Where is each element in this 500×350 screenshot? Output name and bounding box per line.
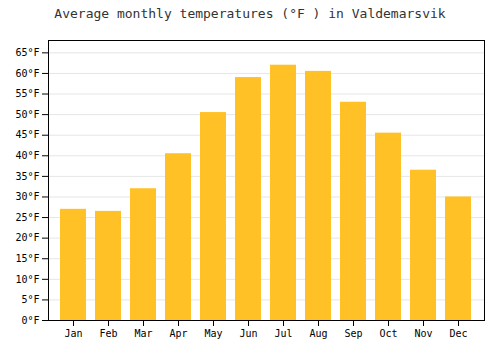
svg-text:5°F: 5°F bbox=[21, 294, 39, 305]
svg-text:May: May bbox=[204, 328, 222, 339]
svg-text:65°F: 65°F bbox=[15, 47, 39, 58]
svg-text:45°F: 45°F bbox=[15, 129, 39, 140]
svg-text:40°F: 40°F bbox=[15, 150, 39, 161]
svg-text:35°F: 35°F bbox=[15, 171, 39, 182]
svg-text:Dec: Dec bbox=[449, 328, 467, 339]
svg-text:20°F: 20°F bbox=[15, 232, 39, 243]
svg-text:Nov: Nov bbox=[414, 328, 432, 339]
svg-text:15°F: 15°F bbox=[15, 253, 39, 264]
svg-text:Jul: Jul bbox=[274, 328, 292, 339]
html-text:Average monthly temperatures (: Average monthly temperatures (°F ) in Va… bbox=[54, 6, 446, 21]
svg-text:60°F: 60°F bbox=[15, 68, 39, 79]
svg-text:Jan: Jan bbox=[64, 328, 82, 339]
svg-text:25°F: 25°F bbox=[15, 212, 39, 223]
svg-text:0°F: 0°F bbox=[21, 315, 39, 326]
svg-text:Aug: Aug bbox=[309, 328, 327, 339]
svg-text:30°F: 30°F bbox=[15, 191, 39, 202]
svg-text:Oct: Oct bbox=[379, 328, 397, 339]
svg-text:Apr: Apr bbox=[169, 328, 187, 339]
svg-text:Feb: Feb bbox=[99, 328, 117, 339]
svg-text:50°F: 50°F bbox=[15, 109, 39, 120]
svg-text:Sep: Sep bbox=[344, 328, 362, 339]
svg-text:Mar: Mar bbox=[134, 328, 152, 339]
svg-text:55°F: 55°F bbox=[15, 88, 39, 99]
svg-text:10°F: 10°F bbox=[15, 274, 39, 285]
svg-text:Jun: Jun bbox=[239, 328, 257, 339]
